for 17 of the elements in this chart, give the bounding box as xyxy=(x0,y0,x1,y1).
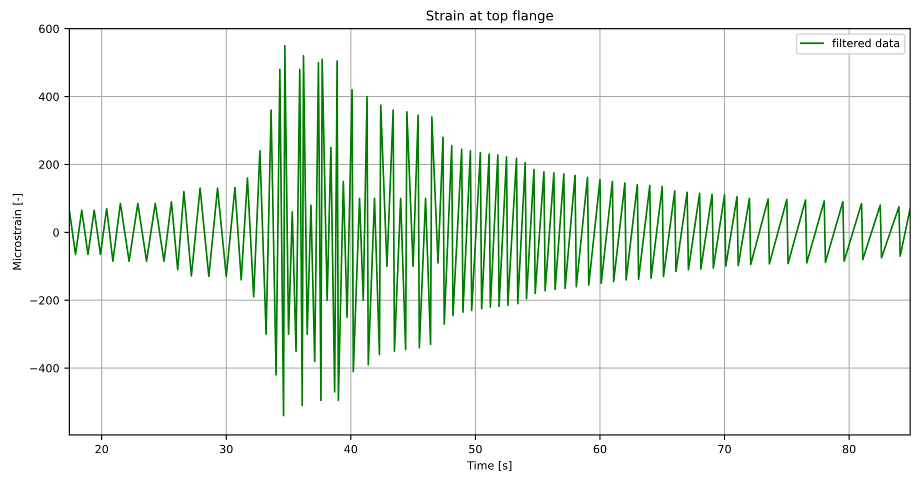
x-tick-label: 30 xyxy=(220,444,233,454)
x-tick-label: 70 xyxy=(718,444,731,454)
x-tick-label: 80 xyxy=(842,444,856,454)
x-tick-label: 40 xyxy=(344,444,358,454)
y-tick-label: 0 xyxy=(53,228,59,237)
legend-label: filtered data xyxy=(832,38,900,48)
y-tick-label: 200 xyxy=(39,160,59,169)
x-tick-label: 60 xyxy=(594,444,606,454)
y-tick-label: 400 xyxy=(38,92,59,101)
x-tick-label: 20 xyxy=(95,444,108,454)
y-tick-label: 600 xyxy=(39,24,59,34)
y-axis-title: Microstrain [-] xyxy=(12,194,23,270)
chart-title: Strain at top flange xyxy=(426,10,553,24)
y-tick-label: −200 xyxy=(30,296,59,305)
x-axis-title: Time [s] xyxy=(467,461,512,471)
y-tick-label: −400 xyxy=(30,364,59,372)
x-tick-label: 50 xyxy=(469,444,482,454)
